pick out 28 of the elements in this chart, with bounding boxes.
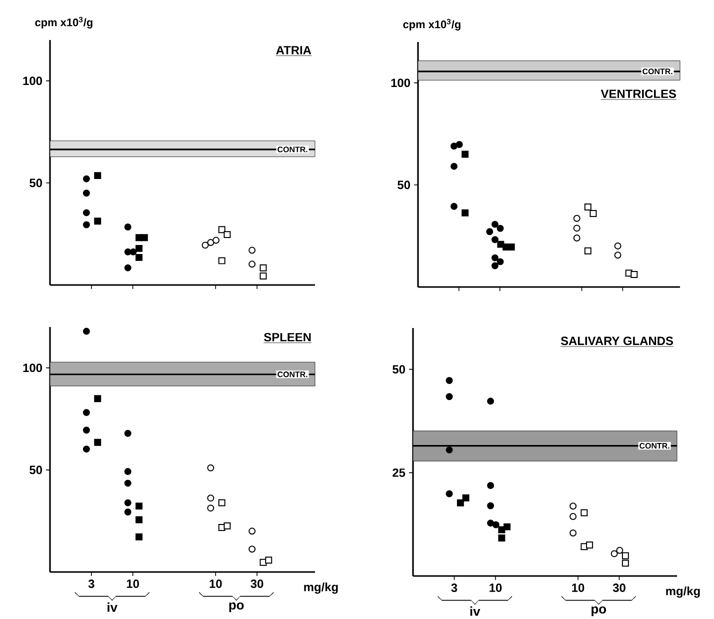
y-tick-label: 100 bbox=[23, 364, 42, 372]
x-axis-title: mg/kg bbox=[666, 586, 700, 598]
y-axis-title: cpm x10$^{3}$/g bbox=[403, 18, 460, 31]
x-tick-label: 10 bbox=[572, 584, 584, 592]
text: VENTRICLES bbox=[600, 90, 676, 98]
y-tick-label: 25 bbox=[392, 468, 406, 477]
y-axis-title: cpm x10$^{3}$/g bbox=[35, 16, 92, 29]
x-tick-label: 30 bbox=[612, 584, 626, 592]
y-tick-label: 100 bbox=[23, 76, 42, 86]
x-tick-label: 10 bbox=[490, 584, 502, 592]
chart-title: SPLEEN bbox=[264, 332, 311, 342]
x-tick-label: 3 bbox=[88, 580, 94, 588]
y-tick-label: 50 bbox=[30, 466, 42, 474]
text: iv bbox=[108, 602, 118, 612]
x-tick-label: 30 bbox=[250, 580, 264, 588]
text: SALIVARY GLANDS bbox=[560, 336, 673, 346]
chart-title: ATRIA bbox=[276, 46, 312, 54]
text: iv bbox=[470, 606, 480, 616]
x-axis-title: mg/kg bbox=[304, 582, 338, 594]
y-tick-label: 100 bbox=[391, 78, 410, 88]
x-tick-label: 10 bbox=[126, 580, 139, 588]
text: po bbox=[229, 602, 244, 612]
y-tick-label: 50 bbox=[30, 178, 42, 188]
y-tick-label: 50 bbox=[398, 180, 410, 190]
text: po bbox=[592, 606, 606, 616]
x-tick-label: 3 bbox=[451, 584, 458, 592]
x-tick-label: 10 bbox=[210, 580, 222, 588]
y-tick-label: 50 bbox=[392, 365, 406, 374]
